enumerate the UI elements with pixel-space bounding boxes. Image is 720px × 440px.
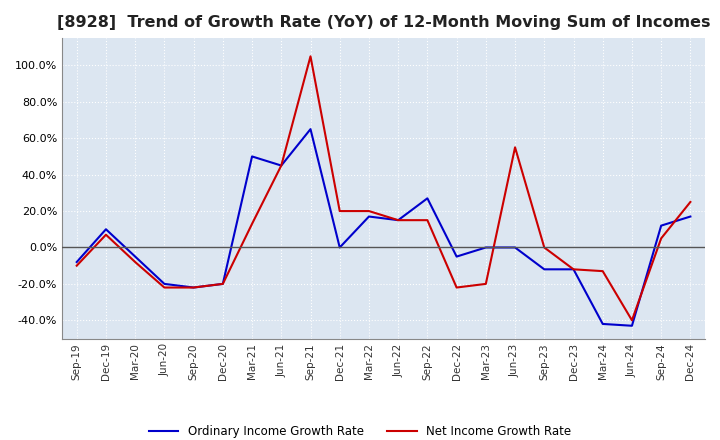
Ordinary Income Growth Rate [510, 245, 519, 250]
Net Income Growth Rate [394, 217, 402, 223]
Ordinary Income Growth Rate [131, 254, 140, 259]
Net Income Growth Rate [306, 54, 315, 59]
Ordinary Income Growth Rate [218, 281, 227, 286]
Legend: Ordinary Income Growth Rate, Net Income Growth Rate: Ordinary Income Growth Rate, Net Income … [144, 421, 576, 440]
Line: Ordinary Income Growth Rate: Ordinary Income Growth Rate [77, 129, 690, 326]
Net Income Growth Rate [657, 236, 665, 241]
Net Income Growth Rate [540, 245, 549, 250]
Net Income Growth Rate [628, 318, 636, 323]
Ordinary Income Growth Rate [452, 254, 461, 259]
Ordinary Income Growth Rate [189, 285, 198, 290]
Net Income Growth Rate [482, 281, 490, 286]
Net Income Growth Rate [423, 217, 432, 223]
Net Income Growth Rate [218, 281, 227, 286]
Net Income Growth Rate [277, 163, 286, 168]
Ordinary Income Growth Rate [423, 196, 432, 201]
Ordinary Income Growth Rate [628, 323, 636, 328]
Title: [8928]  Trend of Growth Rate (YoY) of 12-Month Moving Sum of Incomes: [8928] Trend of Growth Rate (YoY) of 12-… [57, 15, 711, 30]
Net Income Growth Rate [336, 209, 344, 214]
Line: Net Income Growth Rate: Net Income Growth Rate [77, 56, 690, 320]
Ordinary Income Growth Rate [364, 214, 373, 219]
Ordinary Income Growth Rate [277, 163, 286, 168]
Ordinary Income Growth Rate [102, 227, 110, 232]
Net Income Growth Rate [452, 285, 461, 290]
Net Income Growth Rate [686, 199, 695, 205]
Net Income Growth Rate [248, 221, 256, 227]
Ordinary Income Growth Rate [686, 214, 695, 219]
Ordinary Income Growth Rate [248, 154, 256, 159]
Net Income Growth Rate [73, 263, 81, 268]
Net Income Growth Rate [189, 285, 198, 290]
Net Income Growth Rate [364, 209, 373, 214]
Net Income Growth Rate [510, 145, 519, 150]
Ordinary Income Growth Rate [482, 245, 490, 250]
Ordinary Income Growth Rate [336, 245, 344, 250]
Ordinary Income Growth Rate [73, 260, 81, 265]
Ordinary Income Growth Rate [394, 217, 402, 223]
Ordinary Income Growth Rate [570, 267, 578, 272]
Ordinary Income Growth Rate [540, 267, 549, 272]
Net Income Growth Rate [160, 285, 168, 290]
Net Income Growth Rate [102, 232, 110, 237]
Net Income Growth Rate [131, 260, 140, 265]
Ordinary Income Growth Rate [657, 223, 665, 228]
Ordinary Income Growth Rate [306, 126, 315, 132]
Ordinary Income Growth Rate [598, 321, 607, 326]
Ordinary Income Growth Rate [160, 281, 168, 286]
Net Income Growth Rate [570, 267, 578, 272]
Net Income Growth Rate [598, 268, 607, 274]
